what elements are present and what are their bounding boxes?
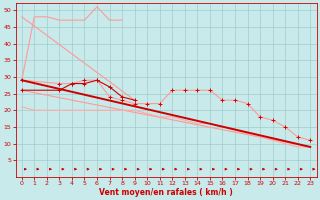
X-axis label: Vent moyen/en rafales ( km/h ): Vent moyen/en rafales ( km/h ) [99, 188, 233, 197]
